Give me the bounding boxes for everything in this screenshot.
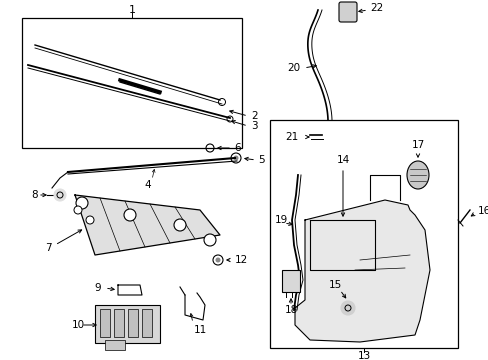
- Circle shape: [233, 156, 238, 161]
- Text: 10: 10: [71, 320, 84, 330]
- Circle shape: [74, 206, 82, 214]
- Text: 21: 21: [284, 132, 297, 142]
- Bar: [128, 309, 138, 337]
- Text: 9: 9: [95, 283, 101, 293]
- Circle shape: [124, 209, 136, 221]
- Text: 11: 11: [193, 325, 206, 335]
- Text: 12: 12: [235, 255, 248, 265]
- Bar: [114, 309, 124, 337]
- Text: 3: 3: [250, 121, 257, 131]
- Circle shape: [215, 257, 220, 262]
- Circle shape: [203, 234, 216, 246]
- Text: 22: 22: [369, 3, 383, 13]
- Text: 7: 7: [44, 243, 51, 253]
- Text: 1: 1: [128, 5, 135, 15]
- Circle shape: [54, 189, 66, 201]
- Bar: [22, 18, 242, 148]
- Text: 15: 15: [328, 280, 341, 290]
- Text: 18: 18: [284, 305, 297, 315]
- Text: 14: 14: [336, 155, 349, 165]
- Circle shape: [340, 301, 354, 315]
- Bar: [142, 309, 152, 337]
- Text: 13: 13: [357, 351, 370, 360]
- Text: 8: 8: [32, 190, 38, 200]
- Text: 19: 19: [274, 215, 287, 225]
- Polygon shape: [75, 195, 220, 255]
- Text: 5: 5: [258, 155, 264, 165]
- Bar: [100, 309, 110, 337]
- Text: 20: 20: [286, 63, 299, 73]
- Text: 17: 17: [410, 140, 424, 150]
- Circle shape: [174, 219, 185, 231]
- Polygon shape: [294, 200, 429, 342]
- Circle shape: [76, 197, 88, 209]
- Text: 4: 4: [144, 180, 151, 190]
- FancyBboxPatch shape: [338, 2, 356, 22]
- Ellipse shape: [406, 161, 428, 189]
- Text: 2: 2: [250, 111, 257, 121]
- Text: 6: 6: [234, 143, 240, 153]
- Bar: [105, 340, 125, 350]
- Text: 16: 16: [477, 206, 488, 216]
- Bar: [269, 120, 457, 348]
- Bar: [95, 305, 160, 343]
- Bar: [282, 270, 299, 292]
- Circle shape: [86, 216, 94, 224]
